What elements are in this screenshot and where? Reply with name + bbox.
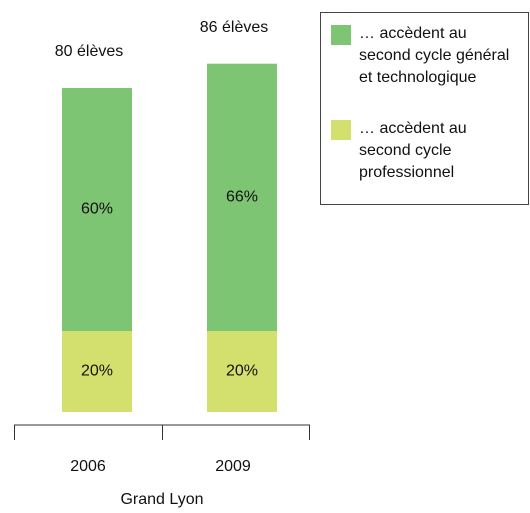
legend-item: … accèdent au second cycle professionnel — [331, 118, 521, 184]
bar-label: 86 élèves — [200, 19, 269, 36]
x-tick-label: 2009 — [215, 458, 251, 475]
legend-swatch — [331, 25, 351, 45]
bar-label: 80 élèves — [55, 43, 124, 60]
value-label: 60% — [81, 201, 113, 218]
bar-segment — [207, 63, 277, 331]
legend-swatch — [331, 120, 351, 140]
legend-label: … accèdent au second cycle professionnel — [359, 120, 467, 181]
value-label: 20% — [81, 363, 113, 380]
value-label: 20% — [226, 363, 258, 380]
bar-segment — [62, 88, 132, 331]
bar-segment — [207, 331, 277, 412]
legend-item: … accèdent au second cycle général et te… — [331, 23, 521, 89]
bar-segment — [62, 331, 132, 412]
x-tick-label: 2006 — [70, 458, 106, 475]
legend-label: … accèdent au second cycle général et te… — [359, 25, 510, 86]
x-axis-label: Grand Lyon — [120, 491, 203, 508]
legend: … accèdent au second cycle général et te… — [320, 12, 529, 205]
value-label: 66% — [226, 189, 258, 206]
